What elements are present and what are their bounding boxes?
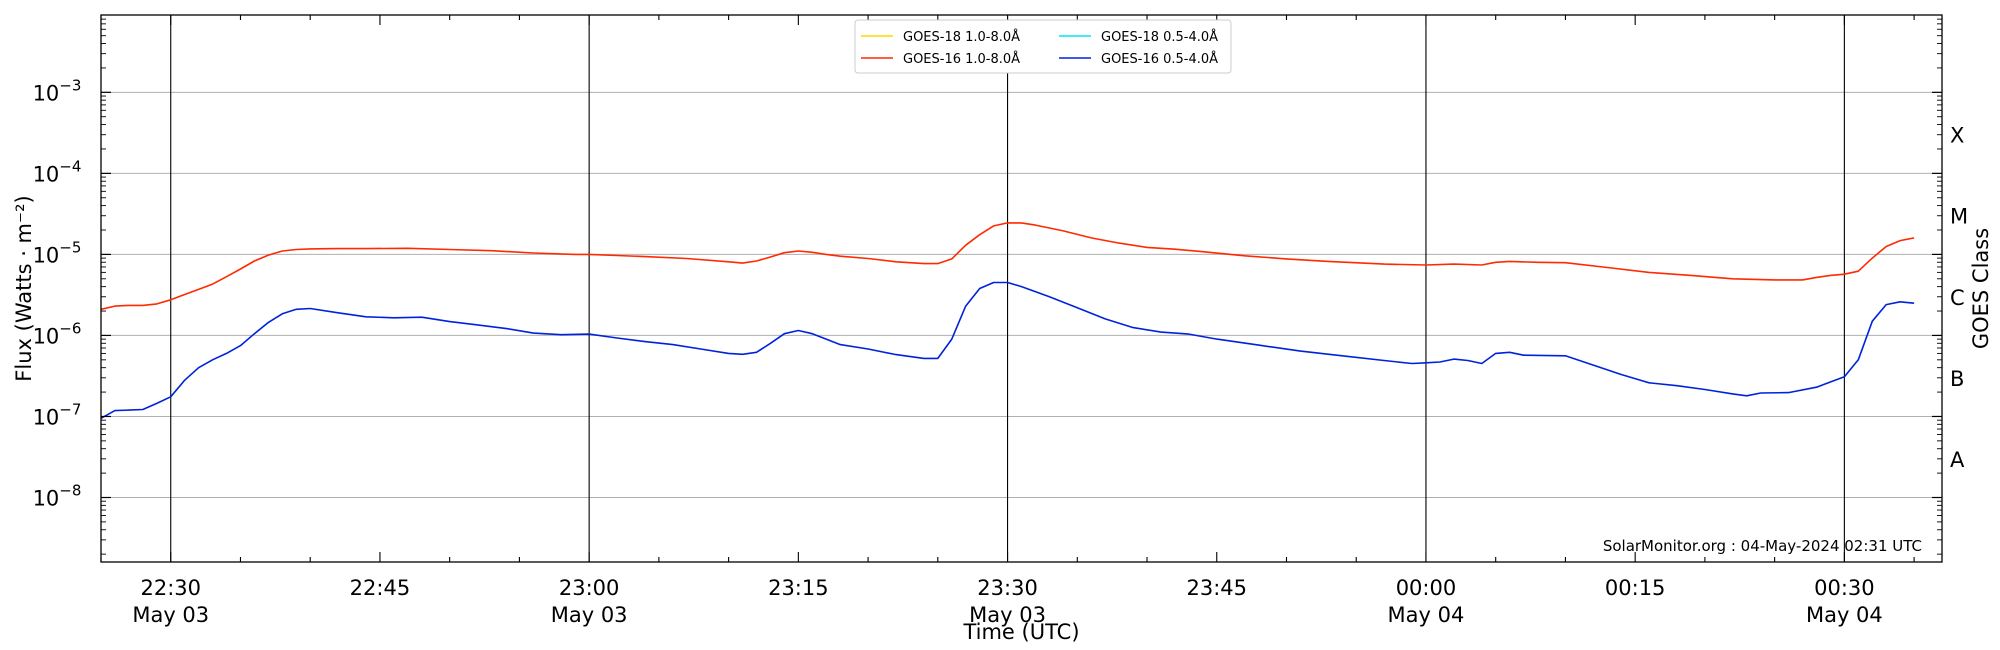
x-tick-date-label: May 03: [969, 603, 1046, 627]
goes-class-labels: A B C M X: [1950, 124, 1968, 472]
y-tick-label: 10−4: [33, 157, 82, 186]
x-tick-labels: 22:30 May 03 22:45 23:00 May 03 23:15 23:30 May…: [132, 576, 1882, 627]
legend-label: GOES-18 0.5-4.0Å: [1101, 29, 1218, 45]
legend-label: GOES-18 1.0-8.0Å: [903, 29, 1020, 45]
y-tick-label: 10−3: [33, 76, 82, 105]
y-tick-labels: 10−8 10−7 10−6 10−5 10−4 10−3: [33, 76, 82, 510]
x-tick-time-label: 00:30: [1814, 576, 1875, 600]
series-line: [100, 222, 1915, 311]
y-tick-label: 10−6: [33, 319, 82, 348]
goes-class-label: A: [1950, 448, 1965, 472]
goes-class-label: X: [1950, 124, 1964, 148]
x-tick-date-label: May 04: [1388, 603, 1465, 627]
y-axis-title: Flux (Watts · m⁻²): [12, 195, 36, 381]
y-right-axis-title: GOES Class: [1969, 228, 1993, 349]
x-tick-time-label: 23:30: [977, 576, 1038, 600]
x-tick-date-label: May 04: [1806, 603, 1883, 627]
legend: GOES-18 1.0-8.0Å GOES-18 0.5-4.0Å GOES-16 …: [854, 19, 1232, 74]
x-tick-time-label: 23:45: [1186, 576, 1247, 600]
y-tick-label: 10−5: [33, 238, 82, 267]
y-tick-label: 10−8: [33, 482, 82, 511]
series-line: [100, 281, 1915, 419]
legend-box: [854, 19, 1232, 74]
goes-class-label: M: [1950, 205, 1968, 229]
x-tick-time-label: 23:00: [559, 576, 620, 600]
plot-frame: [100, 14, 1943, 563]
legend-label: GOES-16 0.5-4.0Å: [1101, 51, 1218, 67]
x-tick-time-label: 22:45: [350, 576, 411, 600]
y-tick-label: 10−7: [33, 400, 82, 429]
legend-label: GOES-16 1.0-8.0Å: [903, 51, 1020, 67]
grid-lines: [101, 91, 1942, 499]
x-tick-time-label: 23:15: [768, 576, 829, 600]
x-axis-title: Time (UTC): [962, 620, 1079, 644]
x-tick-time-label: 00:15: [1605, 576, 1666, 600]
goes-class-label: C: [1950, 286, 1965, 310]
x-tick-time-label: 22:30: [140, 576, 201, 600]
time-marker-lines: [170, 15, 1845, 562]
credit-text: SolarMonitor.org : 04-May-2024 02:31 UTC: [1603, 537, 1922, 555]
x-tick-date-label: May 03: [132, 603, 209, 627]
axis-ticks: [100, 15, 1942, 562]
goes-class-label: B: [1950, 367, 1964, 391]
data-series: [100, 222, 1915, 419]
x-tick-time-label: 00:00: [1396, 576, 1457, 600]
x-tick-date-label: May 03: [551, 603, 628, 627]
